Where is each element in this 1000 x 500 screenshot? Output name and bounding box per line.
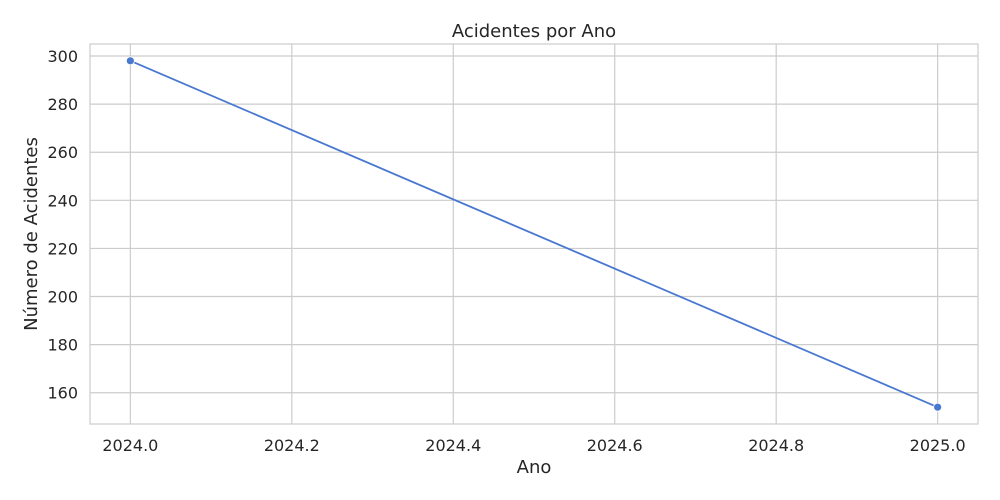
x-tick-labels: 2024.0 2024.2 2024.4 2024.6 2024.8 2025.0 [102, 436, 965, 455]
x-tick-label: 2024.0 [102, 436, 158, 455]
chart-title: Acidentes por Ano [452, 21, 616, 42]
x-tick-label: 2024.4 [425, 436, 481, 455]
x-tick-label: 2024.8 [748, 436, 804, 455]
y-tick-label: 220 [47, 239, 78, 258]
data-point [125, 56, 135, 66]
grid-layer [90, 44, 978, 424]
x-tick-label: 2024.2 [264, 436, 320, 455]
y-tick-label: 280 [47, 95, 78, 114]
x-axis-label: Ano [517, 457, 552, 478]
series-line [130, 60, 938, 408]
series-layer [125, 56, 943, 412]
y-axis-label: Número de Acidentes [21, 137, 42, 331]
x-tick-label: 2025.0 [910, 436, 966, 455]
y-tick-labels: 160 180 200 220 240 260 280 300 [47, 47, 78, 403]
y-tick-label: 160 [47, 384, 78, 403]
y-tick-label: 300 [47, 47, 78, 66]
y-tick-label: 200 [47, 288, 78, 307]
plot-area-frame [89, 43, 979, 425]
x-tick-label: 2024.6 [587, 436, 643, 455]
data-point [933, 402, 943, 412]
y-tick-label: 260 [47, 143, 78, 162]
y-tick-label: 240 [47, 191, 78, 210]
y-tick-label: 180 [47, 336, 78, 355]
